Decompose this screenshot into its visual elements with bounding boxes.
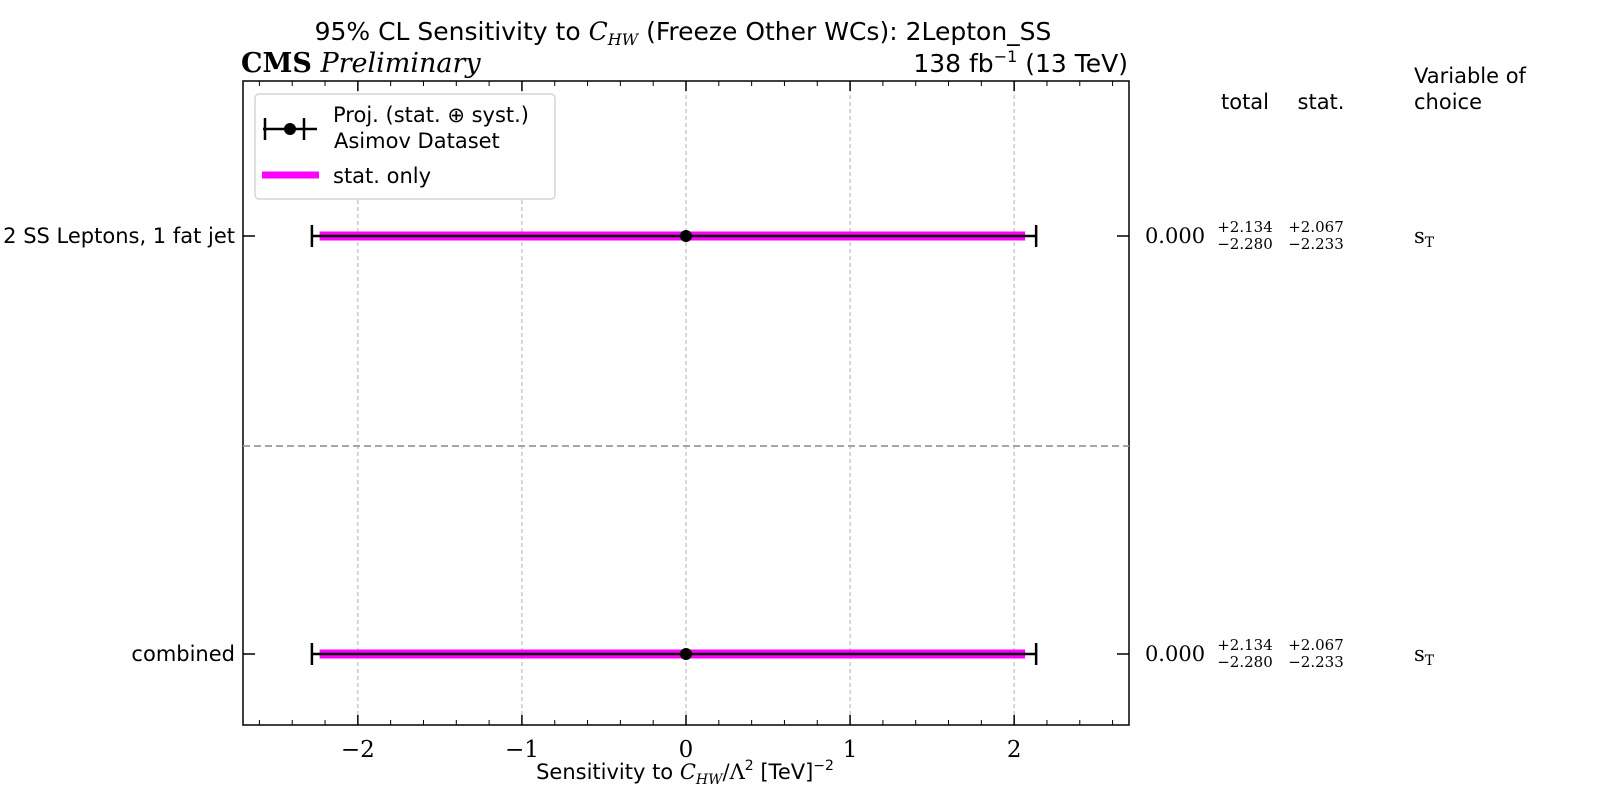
data-marks	[310, 225, 1038, 665]
axis-ticks	[243, 81, 1129, 725]
x-tick-label: −2	[341, 737, 375, 763]
result-total-up: +2.134	[1217, 218, 1273, 236]
legend-box	[254, 93, 556, 200]
x-tick-label: −1	[505, 737, 539, 763]
central-point	[680, 230, 692, 242]
result-total-down: −2.280	[1217, 235, 1273, 253]
result-stat-up: +2.067	[1288, 218, 1344, 236]
result-central: 0.000	[1145, 224, 1205, 248]
table-header-total: total	[1221, 90, 1269, 114]
result-total-down: −2.280	[1217, 653, 1273, 671]
result-total-up: +2.134	[1217, 636, 1273, 654]
lumi-label: 138 fb−1 (13 TeV)	[913, 47, 1128, 78]
legend-stat-label: stat. only	[333, 164, 431, 188]
result-row: 0.000 +2.134 −2.280 +2.067 −2.233 sT	[1145, 636, 1435, 671]
legend-proj-label: Proj. (stat. ⊕ syst.)	[333, 103, 529, 127]
table-header-variable-line2: choice	[1414, 90, 1482, 114]
central-point	[680, 648, 692, 660]
result-stat-down: −2.233	[1288, 653, 1344, 671]
experiment-label: CMS Preliminary	[241, 48, 481, 79]
x-axis-label: Sensitivity to CHW/Λ2 [TeV]−2	[536, 758, 834, 788]
legend-proj-sublabel: Asimov Dataset	[334, 129, 500, 153]
x-tick-label: 1	[843, 737, 858, 763]
table-header-variable: Variable of	[1414, 64, 1527, 88]
result-stat-down: −2.233	[1288, 235, 1344, 253]
x-tick-label: 2	[1007, 737, 1022, 763]
row-label: combined	[131, 642, 235, 666]
row-label: 2 SS Leptons, 1 fat jet	[3, 224, 235, 248]
result-stat-up: +2.067	[1288, 636, 1344, 654]
result-central: 0.000	[1145, 642, 1205, 666]
result-variable: sT	[1414, 642, 1435, 669]
x-tick-label: 0	[679, 737, 694, 763]
result-variable: sT	[1414, 224, 1435, 251]
x-tick-labels: −2 −1 0 1 2	[341, 737, 1022, 763]
legend: Proj. (stat. ⊕ syst.) Asimov Dataset sta…	[254, 93, 556, 200]
legend-proj-marker	[263, 118, 317, 140]
result-row: 0.000 +2.134 −2.280 +2.067 −2.233 sT	[1145, 218, 1435, 253]
table-header-stat: stat.	[1298, 90, 1345, 114]
chart-title: 95% CL Sensitivity to CHW (Freeze Other …	[315, 17, 1052, 49]
